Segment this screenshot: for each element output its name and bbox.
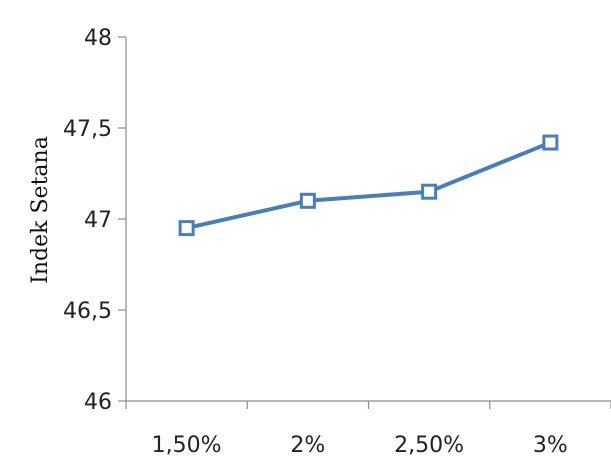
data-point-marker (542, 134, 559, 151)
tick-labels: 46 46,5 47 47,5 48 1,50% 2% 2,50% 3% (63, 26, 568, 458)
series-line (186, 140, 552, 231)
x-tick-label: 2% (290, 433, 325, 458)
data-point-marker (178, 220, 195, 237)
y-tick-label: 48 (84, 26, 112, 51)
y-tick-label: 46,5 (63, 299, 112, 324)
chart-axes (118, 36, 611, 409)
y-tick-label: 47 (84, 208, 112, 233)
x-tick-label: 2,50% (394, 433, 464, 458)
data-point-marker (299, 192, 316, 209)
x-tick-label: 3% (533, 433, 568, 458)
data-point-marker (421, 183, 438, 200)
y-tick-label: 46 (84, 390, 112, 415)
data-series (178, 134, 559, 237)
y-tick-label: 47,5 (63, 117, 112, 142)
x-tick-label: 1,50% (152, 433, 222, 458)
y-axis-label: Indek Setana (28, 136, 53, 284)
